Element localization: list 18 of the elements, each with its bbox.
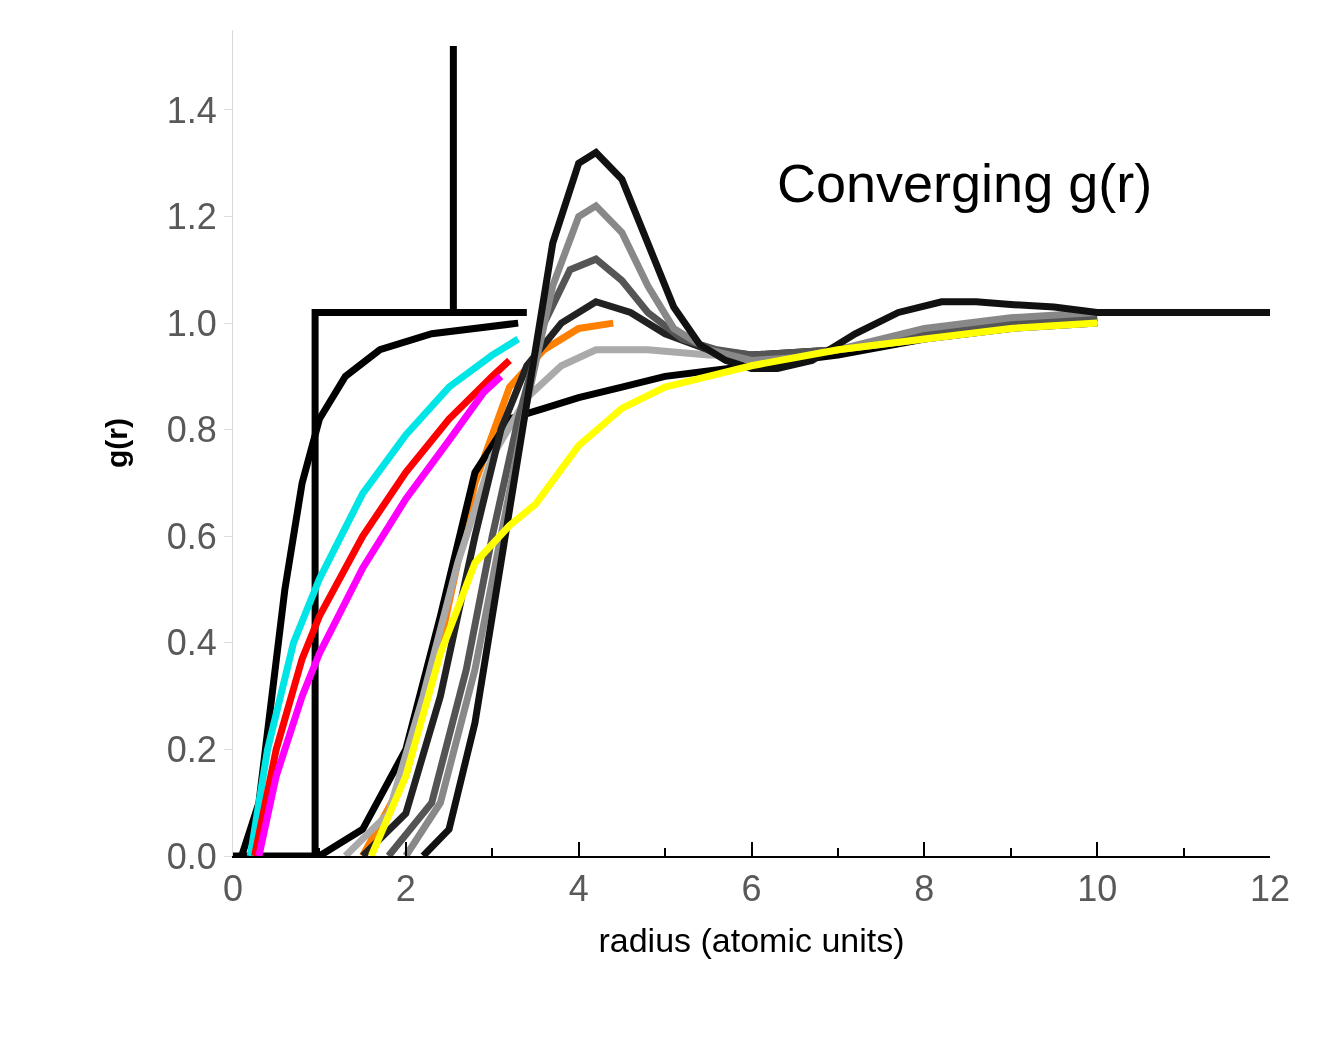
y-tick-label: 0.2 <box>166 729 217 771</box>
x-tick-label: 12 <box>1249 868 1291 910</box>
x-tick-label: 2 <box>395 868 416 910</box>
y-tick-label: 0.8 <box>166 409 217 451</box>
annotation: Converging g(r) <box>777 153 1153 213</box>
y-axis-title: g(r) <box>99 418 133 468</box>
y-tick-label: 0.4 <box>166 622 217 664</box>
x-tick-label: 6 <box>741 868 762 910</box>
y-tick-label: 0.0 <box>166 835 217 877</box>
x-tick-label: 10 <box>1077 868 1118 910</box>
x-axis-title: radius (atomic units) <box>598 921 905 959</box>
x-tick-label: 8 <box>914 868 935 910</box>
y-tick-label: 1.4 <box>166 89 217 131</box>
y-tick-label: 1.0 <box>166 302 217 344</box>
y-tick-label: 1.2 <box>166 196 217 238</box>
x-tick-label: 4 <box>568 868 589 910</box>
y-tick-label: 0.6 <box>166 515 217 557</box>
x-tick-label: 0 <box>222 868 244 910</box>
